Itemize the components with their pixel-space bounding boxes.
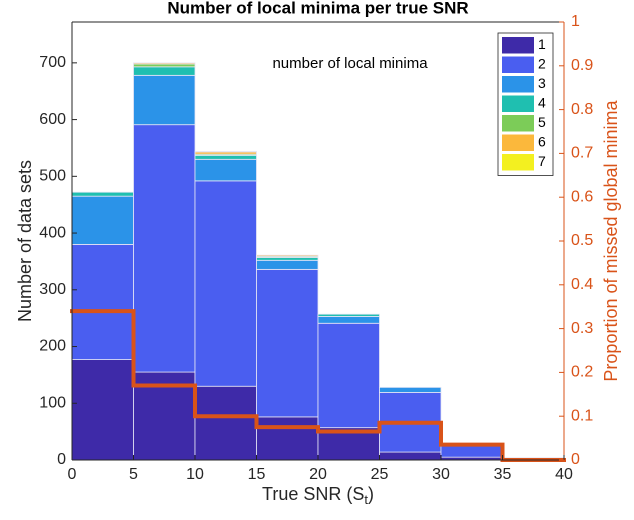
y2-tick-label: 1 [571,13,580,30]
bar-segment [256,416,319,461]
legend-label: 2 [538,55,546,71]
y2-tick-label: 0.6 [571,188,593,205]
bar-segment [133,74,196,126]
bar-segment [379,451,442,461]
bar-segment [256,254,319,257]
x-tick-label: 0 [68,466,77,483]
y-axis-label: Number of data sets [15,160,35,322]
y-tick-label: 500 [39,168,66,185]
x-label-main: True SNR (S [262,484,364,504]
bar-segment [71,359,134,461]
y2-tick-label: 0.8 [571,101,593,118]
x-tick-label: 5 [129,466,138,483]
legend-swatch [502,37,534,54]
x-tick-label: 15 [248,466,266,483]
legend-label: 4 [538,94,546,110]
bar-segment [194,385,257,461]
legend-label: 7 [538,153,546,169]
x-axis-label: True SNR (St) [262,484,374,508]
y2-tick-label: 0.3 [571,320,593,337]
bar-segment [440,445,503,458]
bar-segment [379,386,442,393]
x-tick-label: 40 [555,466,573,483]
bar-segment [194,180,257,387]
legend-swatch [502,115,534,132]
bar-segment [133,66,196,76]
bar-segment [133,124,196,373]
legend-label: 3 [538,75,546,91]
bar-segment [317,313,380,317]
x-tick-label: 10 [186,466,204,483]
y-tick-label: 600 [39,111,66,128]
y-tick-label: 100 [39,394,66,411]
bar-segment [317,316,380,324]
y2-tick-label: 0 [571,451,580,468]
y2-tick-label: 0.2 [571,364,593,381]
legend-label: 5 [538,114,546,130]
y2-tick-label: 0.5 [571,232,593,249]
bar-segment [194,154,257,160]
y2-tick-label: 0.1 [571,407,593,424]
x-tick-label: 20 [309,466,327,483]
x-label-end: ) [368,484,374,504]
x-tick-label: 30 [432,466,450,483]
bar-segment [71,191,134,197]
y2-tick-label: 0.4 [571,276,593,293]
chart-title: Number of local minima per true SNR [167,0,468,17]
annotation: number of local minima [272,55,428,72]
bar-segment [256,268,319,418]
y2-tick-label: 0.7 [571,145,593,162]
bar-segment [256,259,319,270]
legend-swatch [502,134,534,151]
legend-label: 1 [538,36,546,52]
y2-axis-label: Proportion of missed global minima [601,99,621,381]
y-tick-label: 200 [39,338,66,355]
y-tick-label: 400 [39,224,66,241]
y-tick-label: 300 [39,281,66,298]
bar-segment [194,158,257,182]
x-tick-label: 25 [371,466,389,483]
bar-segment [71,244,134,360]
bar-segment [133,63,196,68]
legend-swatch [502,76,534,93]
bar-segment [71,195,134,245]
bar-segment [133,62,196,65]
legend-swatch [502,154,534,171]
bar-segment [194,150,257,153]
bar-segment [256,257,319,261]
y2-tick-label: 0.9 [571,57,593,74]
y-tick-label: 0 [57,451,66,468]
legend-label: 6 [538,133,546,149]
legend-swatch [502,56,534,73]
bar-segment [317,322,380,429]
x-label-sub: t [364,492,368,507]
legend-swatch [502,95,534,112]
y-tick-label: 700 [39,54,66,71]
x-tick-label: 35 [494,466,512,483]
